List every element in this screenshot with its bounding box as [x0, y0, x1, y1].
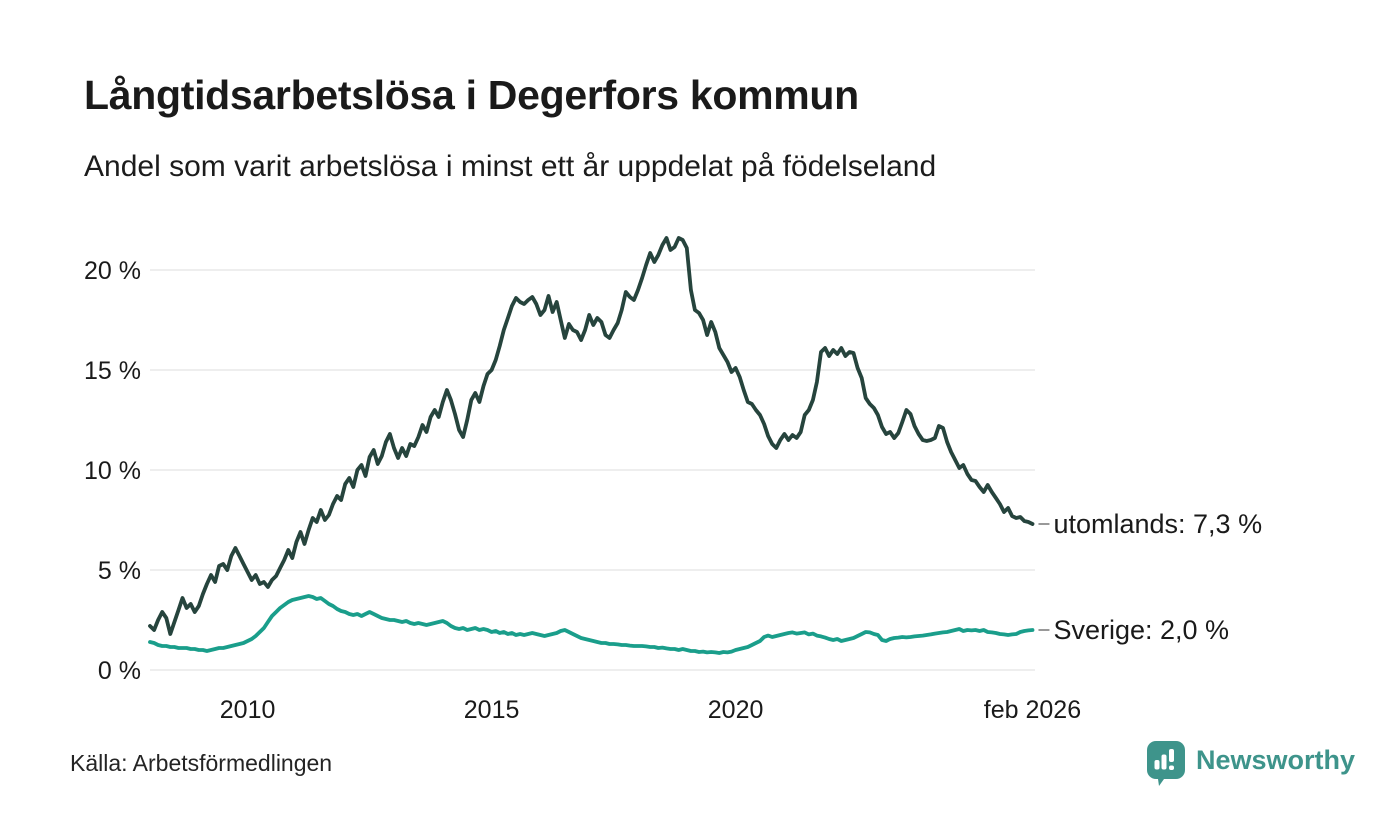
y-tick-label: 0 % — [98, 657, 141, 685]
series-line-utomlands — [148, 236, 1035, 636]
brand-logo: Newsworthy — [1146, 740, 1355, 788]
brand-name: Newsworthy — [1196, 745, 1356, 775]
x-tick-label: 2015 — [464, 696, 520, 724]
newsworthy-bubble-chart-icon — [1147, 741, 1185, 786]
page-subtitle: Andel som varit arbetslösa i minst ett å… — [84, 150, 937, 183]
x-tick-label: 2010 — [220, 696, 276, 724]
series-line-Sverige — [148, 594, 1035, 655]
y-tick-label: 15 % — [84, 357, 141, 385]
y-tick-label: 10 % — [84, 457, 141, 485]
x-tick-label: feb 2026 — [984, 696, 1081, 724]
y-tick-label: 20 % — [84, 257, 141, 285]
x-tick-label: 2020 — [708, 696, 764, 724]
series-end-label-Sverige: Sverige: 2,0 % — [1053, 615, 1229, 645]
page-title: Långtidsarbetslösa i Degerfors kommun — [84, 72, 859, 118]
source-caption: Källa: Arbetsförmedlingen — [70, 750, 333, 776]
series-end-label-utomlands: utomlands: 7,3 % — [1053, 509, 1262, 539]
y-tick-label: 5 % — [98, 557, 141, 585]
